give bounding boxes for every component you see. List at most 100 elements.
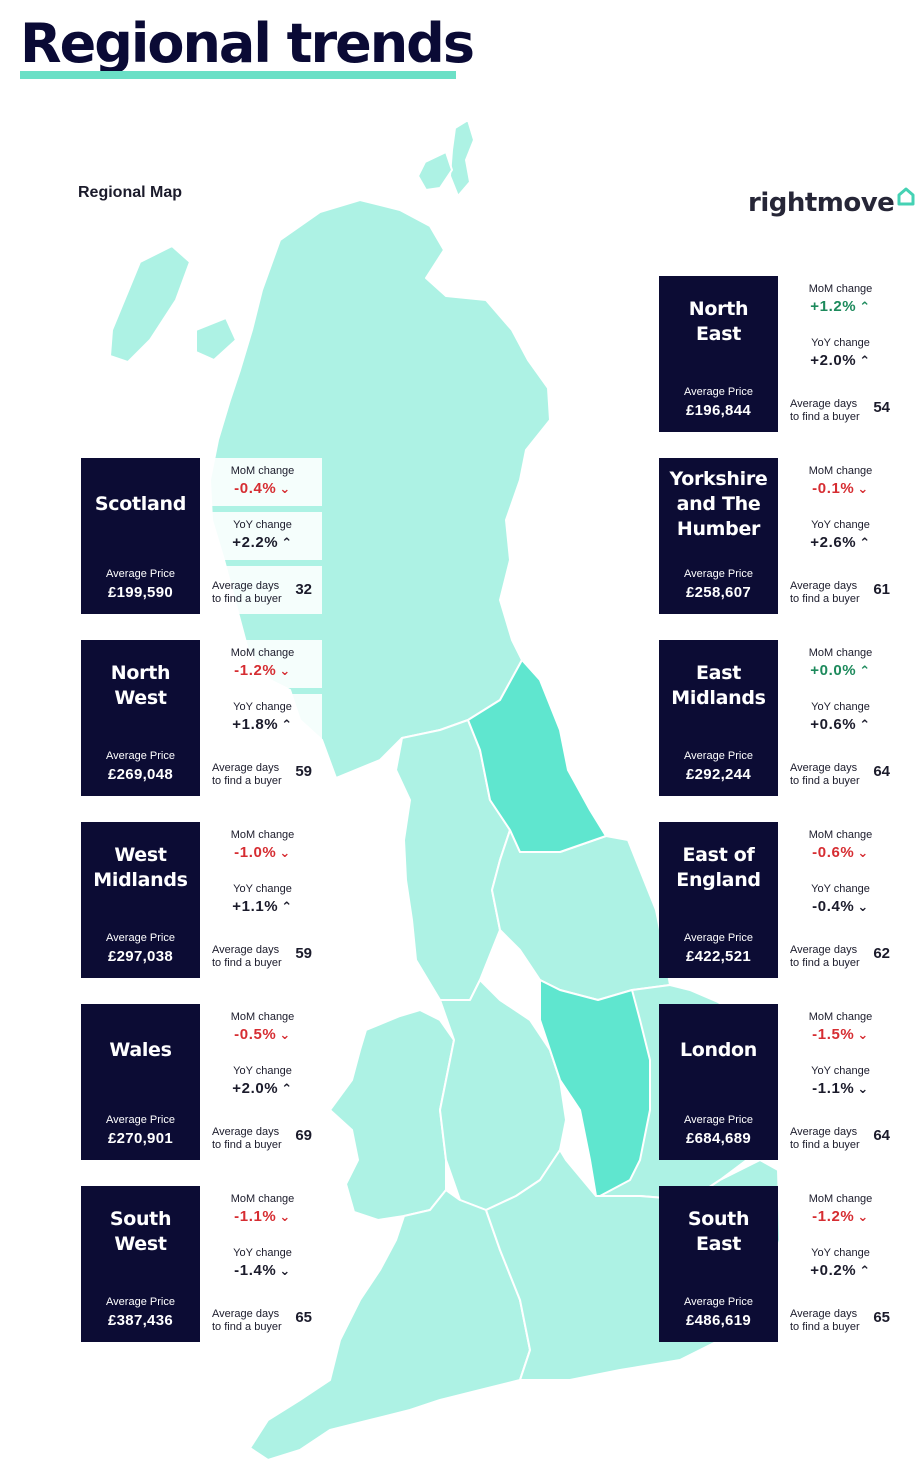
chevron-down-icon: ⌄ (279, 845, 291, 860)
mom-change-box: MoM change -0.1% ⌄ (781, 458, 900, 506)
region-name: North East (688, 298, 749, 345)
average-price-value: £269,048 (108, 766, 173, 783)
days-to-buyer-label: Average days to find a buyer (212, 1308, 282, 1333)
region-name-panel: North East Average Price £196,844 (659, 276, 778, 432)
average-price-label: Average Price (106, 932, 175, 944)
yoy-change-label: YoY change (811, 883, 870, 895)
yoy-change-box: YoY change -0.4% ⌄ (781, 876, 900, 924)
mom-change-value: -0.5% ⌄ (203, 1026, 322, 1043)
average-price-label: Average Price (684, 1114, 753, 1126)
region-card-north-west: North West Average Price £269,048 MoM ch… (81, 640, 322, 796)
chevron-down-icon: ⌄ (857, 1081, 869, 1096)
region-name-panel: Scotland Average Price £199,590 (81, 458, 200, 614)
region-name: Yorkshire and The Humber (669, 468, 768, 540)
days-to-buyer-box: Average days to find a buyer 32 (203, 566, 322, 614)
days-to-buyer-value: 32 (295, 581, 312, 598)
region-name-panel: London Average Price £684,689 (659, 1004, 778, 1160)
region-name-panel: Wales Average Price £270,901 (81, 1004, 200, 1160)
average-price-value: £297,038 (108, 948, 173, 965)
mom-change-number: -1.0% (234, 844, 277, 861)
mom-change-value: -1.0% ⌄ (203, 844, 322, 861)
average-price-label: Average Price (684, 1296, 753, 1308)
page-title: Regional trends (20, 12, 475, 75)
days-to-buyer-label: Average days to find a buyer (790, 944, 860, 969)
yoy-change-number: +1.8% (232, 716, 279, 733)
days-to-buyer-value: 61 (873, 581, 890, 598)
mom-change-value: +0.0% ⌃ (781, 662, 900, 679)
days-to-buyer-value: 69 (295, 1127, 312, 1144)
mom-change-value: +1.2% ⌃ (781, 298, 900, 315)
region-name: Scotland (94, 493, 187, 515)
mom-change-label: MoM change (808, 283, 873, 295)
yoy-change-label: YoY change (811, 337, 870, 349)
average-price-value: £199,590 (108, 584, 173, 601)
region-card-north-east: North East Average Price £196,844 MoM ch… (659, 276, 900, 432)
yoy-change-box: YoY change +0.2% ⌃ (781, 1240, 900, 1288)
days-to-buyer-value: 65 (873, 1309, 890, 1326)
days-to-buyer-box: Average days to find a buyer 59 (203, 930, 322, 978)
mom-change-label: MoM change (230, 1011, 295, 1023)
region-card-east-midlands: East Midlands Average Price £292,244 MoM… (659, 640, 900, 796)
average-price-label: Average Price (684, 932, 753, 944)
days-to-buyer-value: 65 (295, 1309, 312, 1326)
region-name: London (679, 1039, 758, 1061)
map-region-yorkshire (491, 829, 671, 1001)
yoy-change-label: YoY change (811, 519, 870, 531)
mom-change-number: -1.2% (812, 1208, 855, 1225)
region-name-panel: South West Average Price £387,436 (81, 1186, 200, 1342)
yoy-change-number: -1.1% (812, 1080, 855, 1097)
chevron-up-icon: ⌃ (281, 717, 293, 732)
days-to-buyer-label: Average days to find a buyer (212, 1126, 282, 1151)
days-to-buyer-label: Average days to find a buyer (212, 580, 282, 605)
yoy-change-value: +2.2% ⌃ (203, 534, 322, 551)
average-price-value: £684,689 (686, 1130, 751, 1147)
mom-change-label: MoM change (230, 829, 295, 841)
mom-change-value: -1.1% ⌄ (203, 1208, 322, 1225)
mom-change-label: MoM change (808, 829, 873, 841)
yoy-change-box: YoY change +1.1% ⌃ (203, 876, 322, 924)
average-price-label: Average Price (106, 568, 175, 580)
mom-change-label: MoM change (230, 465, 295, 477)
region-name-panel: North West Average Price £269,048 (81, 640, 200, 796)
chevron-down-icon: ⌄ (857, 481, 869, 496)
region-name: East Midlands (671, 662, 766, 709)
average-price-value: £258,607 (686, 584, 751, 601)
yoy-change-label: YoY change (233, 883, 292, 895)
mom-change-number: +1.2% (810, 298, 857, 315)
chevron-down-icon: ⌄ (857, 1027, 869, 1042)
yoy-change-number: +2.0% (232, 1080, 279, 1097)
yoy-change-label: YoY change (233, 701, 292, 713)
yoy-change-value: +0.6% ⌃ (781, 716, 900, 733)
mom-change-value: -1.2% ⌄ (781, 1208, 900, 1225)
average-price-label: Average Price (106, 1114, 175, 1126)
days-to-buyer-label: Average days to find a buyer (212, 762, 282, 787)
mom-change-label: MoM change (230, 647, 295, 659)
region-card-south-east: South East Average Price £486,619 MoM ch… (659, 1186, 900, 1342)
average-price-label: Average Price (684, 568, 753, 580)
region-card-scotland: Scotland Average Price £199,590 MoM chan… (81, 458, 322, 614)
average-price-label: Average Price (106, 750, 175, 762)
rightmove-logo: rightmove (748, 186, 916, 218)
yoy-change-value: +0.2% ⌃ (781, 1262, 900, 1279)
mom-change-value: -0.1% ⌄ (781, 480, 900, 497)
chevron-up-icon: ⌃ (281, 899, 293, 914)
yoy-change-box: YoY change +2.2% ⌃ (203, 512, 322, 560)
yoy-change-value: +2.6% ⌃ (781, 534, 900, 551)
region-card-south-west: South West Average Price £387,436 MoM ch… (81, 1186, 322, 1342)
days-to-buyer-label: Average days to find a buyer (790, 1308, 860, 1333)
skye-island (195, 317, 237, 361)
yoy-change-label: YoY change (811, 1247, 870, 1259)
average-price-value: £196,844 (686, 402, 751, 419)
yoy-change-box: YoY change +2.0% ⌃ (781, 330, 900, 378)
yoy-change-number: -0.4% (812, 898, 855, 915)
region-name-panel: South East Average Price £486,619 (659, 1186, 778, 1342)
days-to-buyer-value: 59 (295, 763, 312, 780)
mom-change-number: -0.1% (812, 480, 855, 497)
mom-change-box: MoM change -0.5% ⌄ (203, 1004, 322, 1052)
days-to-buyer-label: Average days to find a buyer (790, 398, 860, 423)
yoy-change-value: +2.0% ⌃ (781, 352, 900, 369)
chevron-up-icon: ⌃ (859, 535, 871, 550)
region-name-panel: Yorkshire and The Humber Average Price £… (659, 458, 778, 614)
region-name-panel: West Midlands Average Price £297,038 (81, 822, 200, 978)
